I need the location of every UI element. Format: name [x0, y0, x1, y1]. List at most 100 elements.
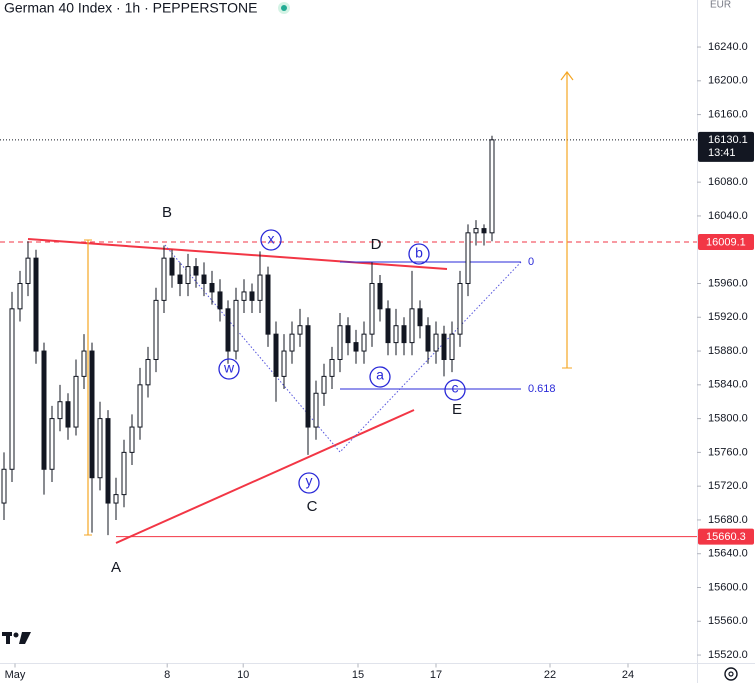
candle-body — [169, 257, 175, 276]
candle-body — [41, 350, 47, 470]
x-tick-label: May — [5, 669, 26, 681]
candle-body — [33, 257, 39, 352]
y-tick-label: 15760.0 — [708, 446, 748, 458]
candle-body — [241, 291, 247, 301]
wave-label: C — [307, 498, 318, 515]
wave-label: B — [162, 204, 172, 221]
candle-body — [233, 299, 239, 352]
last-price-label: 16130.1 — [708, 134, 748, 146]
y-tick-label: 15720.0 — [708, 480, 748, 492]
candle-body — [289, 333, 295, 352]
y-tick-label: 16080.0 — [708, 176, 748, 188]
x-tick-label: 15 — [352, 669, 364, 681]
candle-body — [385, 308, 391, 344]
candle-body — [401, 325, 407, 344]
candle-body — [417, 308, 423, 327]
triangle-lower — [115, 409, 415, 544]
candle-body — [393, 325, 399, 344]
candle-body — [369, 282, 375, 335]
x-tick-label: 10 — [237, 669, 249, 681]
triangle-upper — [27, 238, 448, 270]
candle-body — [425, 325, 431, 352]
candle-body — [17, 282, 23, 310]
candles — [1, 135, 495, 536]
sub-label: y — [306, 473, 313, 489]
candle-body — [265, 274, 271, 335]
wave-label: E — [452, 401, 462, 418]
candle-body — [465, 232, 471, 284]
sub-label: b — [415, 245, 423, 261]
candle-body — [297, 325, 303, 335]
price-tag — [698, 528, 754, 545]
sub-label: c — [452, 380, 459, 396]
candle-body — [177, 274, 183, 284]
y-tick-label: 15880.0 — [708, 345, 748, 357]
candle-body — [353, 342, 359, 352]
sub-circle — [408, 243, 430, 265]
candle-body — [185, 266, 191, 284]
price-tag-label: 16009.1 — [706, 236, 746, 248]
sub-label: a — [376, 367, 384, 383]
y-tick-label: 15560.0 — [708, 615, 748, 627]
candle-body — [113, 494, 119, 504]
candle-body — [1, 468, 7, 504]
candle-body — [81, 350, 87, 377]
candle-body — [57, 401, 63, 420]
candle-body — [9, 308, 15, 470]
settings-icon[interactable] — [724, 667, 738, 681]
candle-body — [25, 257, 31, 284]
sub-label: x — [268, 231, 275, 247]
candle-body — [145, 358, 151, 386]
wave-label: A — [111, 559, 121, 576]
y-tick-label: 15920.0 — [708, 311, 748, 323]
y-tick-label: 15520.0 — [708, 649, 748, 661]
sub-circle — [369, 366, 391, 388]
sub-circle — [218, 358, 240, 380]
last-price-tag — [698, 131, 754, 162]
y-tick-label: 15960.0 — [708, 277, 748, 289]
candle-body — [329, 358, 335, 377]
fib-label: 0 — [528, 256, 534, 268]
candle-body — [361, 333, 367, 352]
candle-body — [281, 350, 287, 377]
y-tick-label: 15640.0 — [708, 548, 748, 560]
candle-body — [481, 228, 487, 234]
candle-body — [201, 274, 207, 284]
candle-body — [73, 375, 79, 428]
y-tick-label: 15680.0 — [708, 514, 748, 526]
candle-body — [273, 333, 279, 377]
candle-body — [321, 375, 327, 394]
candle-body — [409, 308, 415, 344]
y-tick-label: 15840.0 — [708, 379, 748, 391]
candle-body — [345, 325, 351, 344]
y-tick-label: 16240.0 — [708, 41, 748, 53]
candle-body — [217, 291, 223, 310]
status-dot — [281, 5, 287, 11]
price-tag-label: 15660.3 — [706, 531, 746, 543]
candle-body — [225, 308, 231, 352]
fib-label: 0.618 — [528, 383, 556, 395]
candle-body — [89, 350, 95, 479]
candle-body — [121, 451, 127, 496]
candle-body — [313, 392, 319, 428]
candle-body — [473, 228, 479, 234]
candle-body — [457, 282, 463, 335]
candle-body — [105, 418, 111, 504]
candle-body — [65, 401, 71, 428]
x-tick-label: 24 — [622, 669, 634, 681]
candle-body — [161, 257, 167, 301]
candle-body — [153, 299, 159, 360]
candle-body — [249, 291, 255, 301]
candle-body — [137, 384, 143, 428]
y-tick-label: 16160.0 — [708, 109, 748, 121]
sub-circle — [444, 379, 466, 401]
countdown-label: 13:41 — [708, 147, 736, 159]
candle-body — [129, 426, 135, 453]
candle-body — [49, 418, 55, 470]
candle-body — [449, 333, 455, 360]
candle-body — [489, 139, 495, 234]
x-tick-label: 17 — [430, 669, 442, 681]
sub-circle — [298, 472, 320, 494]
